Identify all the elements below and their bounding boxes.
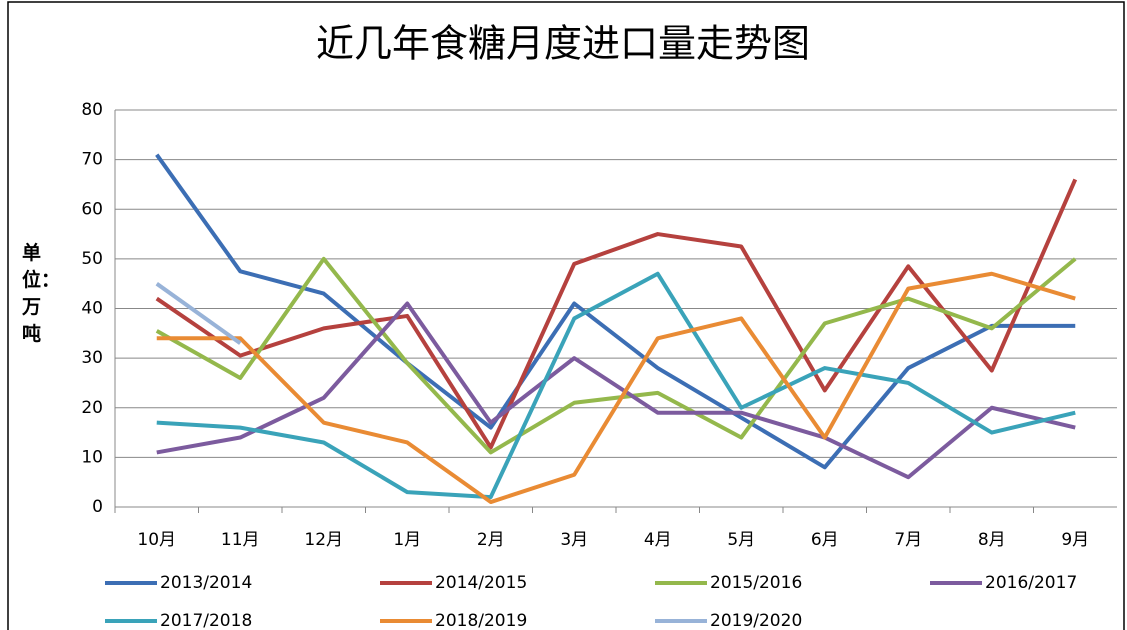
y-axis-label: 单位：万吨 xyxy=(22,242,61,345)
series-line xyxy=(155,178,1078,450)
y-tick-label: 50 xyxy=(81,249,103,269)
x-tick-label: 9月 xyxy=(1061,530,1089,550)
x-tick-label: 6月 xyxy=(811,530,839,550)
legend-label: 2018/2019 xyxy=(435,611,527,630)
x-tick-label: 12月 xyxy=(304,530,343,550)
legend-label: 2015/2016 xyxy=(710,573,802,593)
x-tick-label: 7月 xyxy=(894,530,922,550)
legend-label: 2017/2018 xyxy=(160,611,252,630)
y-tick-label: 30 xyxy=(81,348,103,368)
y-tick-label: 60 xyxy=(81,199,103,219)
series-line xyxy=(155,153,1076,470)
y-tick-label: 20 xyxy=(81,398,103,418)
x-tick-label: 1月 xyxy=(393,530,421,550)
chart-title: 近几年食糖月度进口量走势图 xyxy=(316,22,810,66)
y-tick-label: 40 xyxy=(81,299,103,319)
series-line xyxy=(155,282,242,345)
legend-label: 2016/2017 xyxy=(985,573,1077,593)
x-tick-label: 5月 xyxy=(727,530,755,550)
y-tick-label: 10 xyxy=(81,447,103,467)
x-tick-label: 8月 xyxy=(978,530,1006,550)
x-tick-label: 11月 xyxy=(221,530,260,550)
series-line xyxy=(156,271,1076,505)
series-line xyxy=(156,271,1076,500)
y-tick-label: 70 xyxy=(81,150,103,170)
x-tick-label: 3月 xyxy=(560,530,588,550)
x-tick-label: 2月 xyxy=(477,530,505,550)
legend-label: 2013/2014 xyxy=(160,573,252,593)
frame xyxy=(7,1,1125,630)
x-tick-label: 4月 xyxy=(644,530,672,550)
legend-label: 2019/2020 xyxy=(710,611,802,630)
x-tick-label: 10月 xyxy=(137,530,176,550)
series-line xyxy=(155,256,1077,455)
series-line xyxy=(156,301,1076,480)
y-tick-label: 0 xyxy=(92,497,103,517)
legend-label: 2014/2015 xyxy=(435,573,527,593)
y-tick-label: 80 xyxy=(81,100,103,120)
